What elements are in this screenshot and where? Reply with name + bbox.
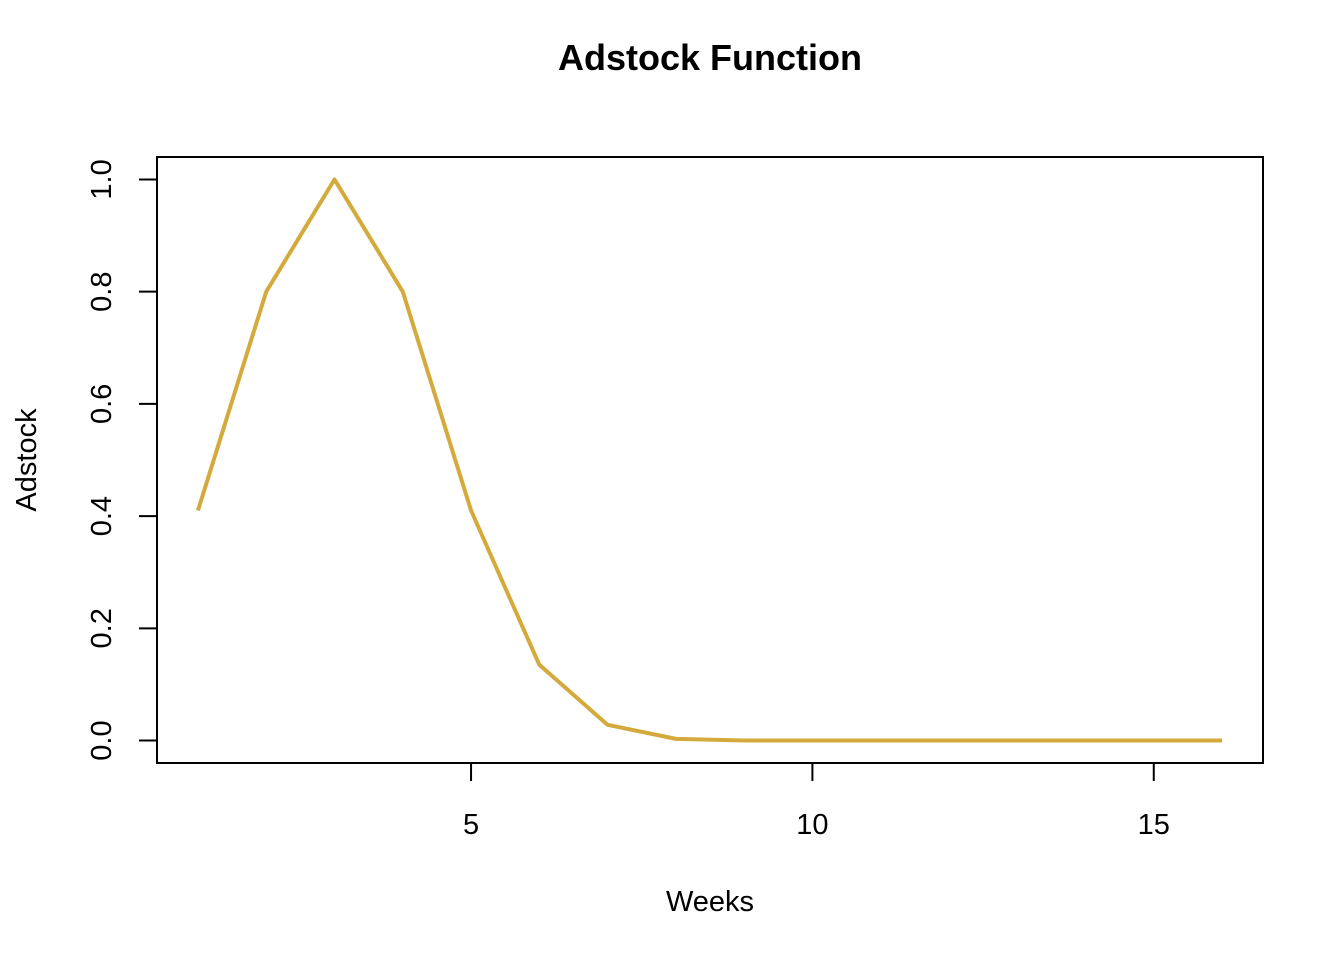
y-tick-label: 0.2 xyxy=(86,608,118,648)
x-tick-label: 15 xyxy=(1138,809,1170,841)
series-layer xyxy=(196,177,1223,743)
chart-title: Adstock Function xyxy=(558,37,862,78)
x-axis-label: Weeks xyxy=(666,886,754,918)
y-axis: 0.0 0.2 0.4 0.6 0.8 1.0 xyxy=(86,159,158,761)
y-tick-label: 0.4 xyxy=(86,496,118,536)
x-tick-label: 10 xyxy=(796,809,828,841)
y-tick-label: 0.8 xyxy=(86,272,118,312)
plot-frame xyxy=(156,156,1264,764)
y-tick-label: 0.6 xyxy=(86,384,118,424)
x-axis: 5 10 15 xyxy=(463,762,1170,841)
y-tick-label: 1.0 xyxy=(86,159,118,199)
x-tick-label: 5 xyxy=(463,809,479,841)
y-axis-label: Adstock xyxy=(11,408,43,512)
series-line xyxy=(196,177,1223,743)
y-tick-label: 0.0 xyxy=(86,720,118,760)
